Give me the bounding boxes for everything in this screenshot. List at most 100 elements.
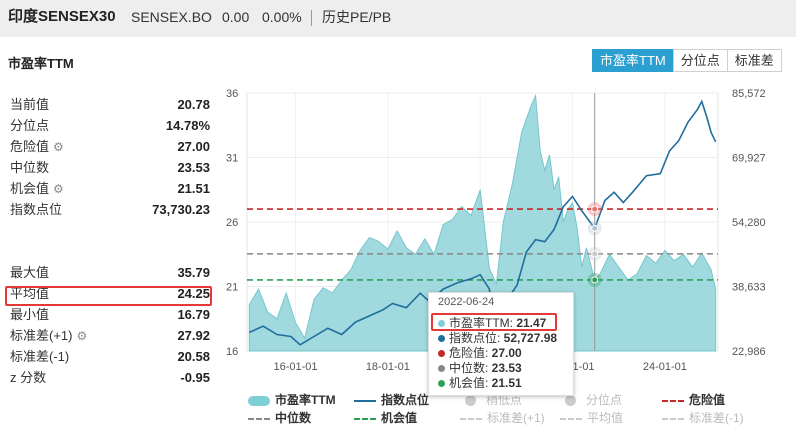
legend-label: 市盈率TTM xyxy=(275,393,336,407)
stat-label: z 分数 xyxy=(10,370,47,385)
header-divider xyxy=(311,10,312,26)
stat-value: 27.92 xyxy=(177,328,210,343)
stat-value: 35.79 xyxy=(177,265,210,280)
stats-panel-distribution: 最大值 35.79 平均值 24.25 最小值 16.79 标准差(+1) ⚙ 27.92… xyxy=(8,262,210,388)
tooltip-date: 2022-06-24 xyxy=(438,296,495,308)
legend-label: 标准差(+1) xyxy=(487,411,545,425)
stat-label: 标准差(-1) xyxy=(10,349,70,364)
pe-ttm-area xyxy=(248,93,717,352)
y-right-tick-label: 54,280 xyxy=(732,217,766,229)
tooltip-item-danger: 危险值: 27.00 xyxy=(438,346,522,361)
legend-item[interactable]: 稍低点 xyxy=(460,393,522,407)
legend-swatch-icon xyxy=(248,395,270,406)
y-right-tick-label: 38,633 xyxy=(732,282,766,294)
legend-item[interactable]: 指数点位 xyxy=(354,393,429,407)
legend-item[interactable]: 市盈率TTM xyxy=(248,393,336,407)
stat-label: 指数点位 xyxy=(10,202,63,217)
legend-swatch-icon xyxy=(248,417,270,420)
stat-label: 标准差(+1) xyxy=(10,328,73,343)
stat-row-index-level: 指数点位 73,730.23 xyxy=(8,199,210,220)
y-left-tick-label: 36 xyxy=(226,88,238,100)
stat-label: 危险值 xyxy=(10,139,50,154)
series-dot-icon xyxy=(438,380,445,387)
x-tick-label: 18-01-01 xyxy=(366,361,410,373)
legend-item[interactable]: 平均值 xyxy=(560,411,623,425)
legend-swatch-icon xyxy=(560,417,582,420)
legend-item[interactable]: 机会值 xyxy=(354,411,417,425)
stat-label: 最大值 xyxy=(10,265,50,280)
x-tick-label: 16-01-01 xyxy=(273,361,317,373)
tooltip-item-pe: 市盈率TTM: 21.47 xyxy=(438,316,546,331)
stat-row-opportunity: 机会值 ⚙ 21.51 xyxy=(8,178,210,199)
stat-label: 最小值 xyxy=(10,307,50,322)
index-marker xyxy=(591,224,599,232)
gear-icon[interactable]: ⚙ xyxy=(76,329,88,343)
stat-row-min: 最小值 16.79 xyxy=(8,304,210,325)
series-dot-icon xyxy=(438,365,445,372)
legend-item[interactable]: 分位点 xyxy=(560,393,622,407)
stat-label: 当前值 xyxy=(10,97,50,112)
legend-item[interactable]: 标准差(-1) xyxy=(662,411,744,425)
tooltip-item-opportunity: 机会值: 21.51 xyxy=(438,376,522,391)
history-pe-pb-link[interactable]: 历史PE/PB xyxy=(322,9,392,25)
stat-label: 平均值 xyxy=(10,286,50,301)
stat-value: 20.58 xyxy=(177,349,210,364)
median-marker xyxy=(591,250,599,258)
stat-value: 14.78% xyxy=(165,118,210,133)
y-right-tick-label: 69,927 xyxy=(732,153,766,165)
legend-item[interactable]: 标准差(+1) xyxy=(460,411,545,425)
stat-row-z-score: z 分数 -0.95 xyxy=(8,367,210,388)
tooltip-item-median: 中位数: 23.53 xyxy=(438,361,522,376)
stat-row-danger: 危险值 ⚙ 27.00 xyxy=(8,136,210,157)
series-dot-icon xyxy=(438,350,445,357)
metric-tabs: 市盈率TTM 分位点 标准差 xyxy=(592,49,782,72)
index-level-line xyxy=(248,99,717,346)
y-left-tick-label: 26 xyxy=(226,217,238,229)
y-left-tick-label: 16 xyxy=(226,346,238,358)
tooltip-highlight-box xyxy=(431,313,557,331)
series-dot-icon xyxy=(438,335,445,342)
gear-icon[interactable]: ⚙ xyxy=(53,182,64,196)
stats-panel-current: 当前值 20.78 分位点 14.78% 危险值 ⚙ 27.00 中位数 23.53 机会… xyxy=(8,94,210,220)
legend-item[interactable]: 危险值 xyxy=(662,393,725,407)
series-dot-icon xyxy=(438,320,445,327)
legend-label: 平均值 xyxy=(587,411,624,425)
legend-swatch-icon xyxy=(465,395,476,407)
mean-highlight-box xyxy=(5,286,212,306)
legend-item[interactable]: 中位数 xyxy=(248,411,311,425)
stat-value: 73,730.23 xyxy=(152,202,210,217)
legend-label: 标准差(-1) xyxy=(689,411,744,425)
stat-value: 24.25 xyxy=(177,286,210,301)
chart-tooltip: 2022-06-24 市盈率TTM: 21.47 指数点位: 52,727.98… xyxy=(428,292,574,396)
legend-swatch-icon xyxy=(354,417,376,420)
legend-label: 中位数 xyxy=(275,411,312,425)
index-name: 印度SENSEX30 xyxy=(8,8,116,25)
y-right-tick-label: 85,572 xyxy=(732,88,766,100)
stat-row-std-minus: 标准差(-1) 20.58 xyxy=(8,346,210,367)
legend-label: 指数点位 xyxy=(381,393,430,407)
legend-swatch-icon xyxy=(354,399,376,402)
tab-std-dev[interactable]: 标准差 xyxy=(726,49,782,72)
gear-icon[interactable]: ⚙ xyxy=(53,140,64,154)
stat-row-current: 当前值 20.78 xyxy=(8,94,210,115)
legend-label: 稍低点 xyxy=(486,393,523,407)
legend-swatch-icon xyxy=(662,399,684,402)
tooltip-item-index: 指数点位: 52,727.98 xyxy=(438,331,557,346)
stat-value: 23.53 xyxy=(177,160,210,175)
y-left-tick-label: 31 xyxy=(226,153,238,165)
tab-pe-ttm[interactable]: 市盈率TTM xyxy=(592,49,674,72)
legend-label: 分位点 xyxy=(586,393,623,407)
stat-value: 16.79 xyxy=(177,307,210,322)
stat-value: 20.78 xyxy=(177,97,210,112)
danger-marker xyxy=(591,205,599,213)
index-price: 0.00 xyxy=(222,9,250,25)
legend-label: 机会值 xyxy=(381,411,418,425)
y-right-tick-label: 22,986 xyxy=(732,346,766,358)
stat-row-std-plus: 标准差(+1) ⚙ 27.92 xyxy=(8,325,210,346)
stat-row-mean: 平均值 24.25 xyxy=(8,283,210,304)
stat-value: -0.95 xyxy=(180,370,210,385)
stat-label: 机会值 xyxy=(10,181,50,196)
y-left-tick-label: 21 xyxy=(226,282,238,294)
legend-swatch-icon xyxy=(460,417,482,420)
